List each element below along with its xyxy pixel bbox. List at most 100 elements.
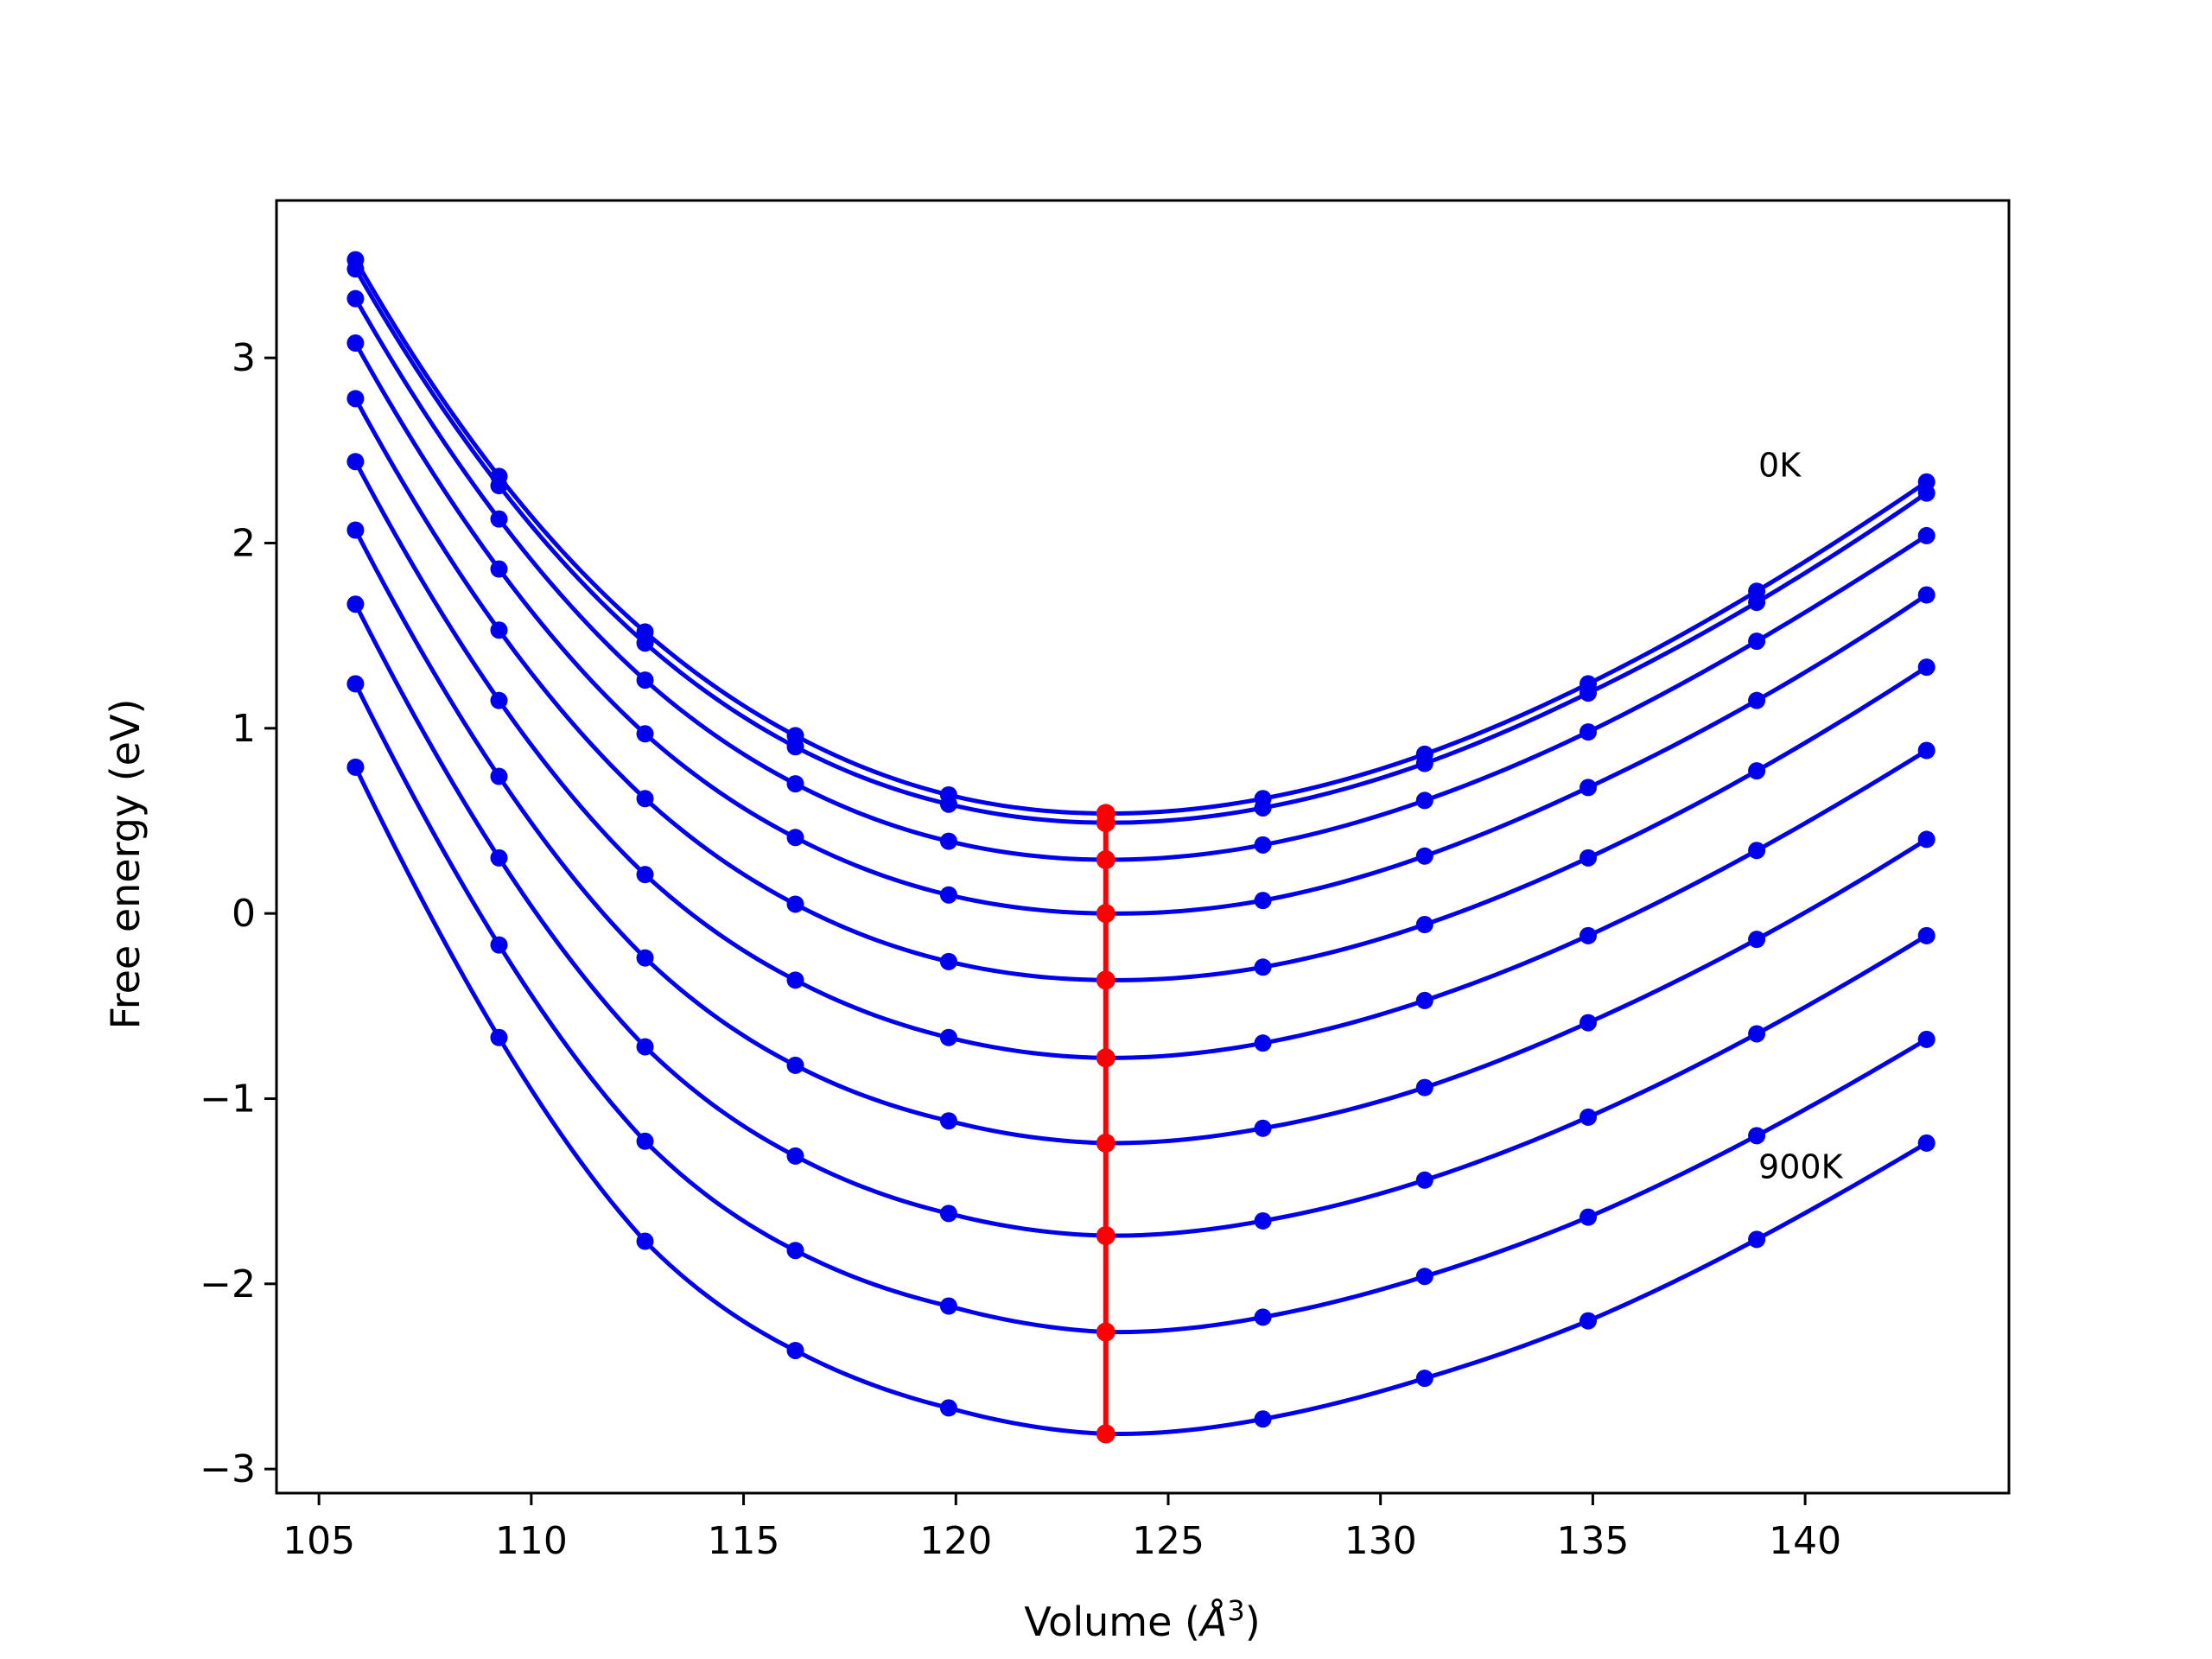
series-2-point-0 [346, 289, 365, 308]
series-1-line [353, 268, 1929, 825]
series-5-point-1 [490, 691, 508, 709]
series-4-point-0 [346, 390, 365, 408]
series-3-point-8 [1580, 779, 1598, 797]
series-2-point-8 [1580, 723, 1598, 741]
series-6-point-7 [1415, 1078, 1433, 1096]
series-8-point-1 [490, 936, 508, 954]
series-7-point-10 [1917, 926, 1936, 944]
series-4-point-6 [1254, 958, 1272, 976]
x-tick-label-135: 135 [1556, 1519, 1629, 1563]
equilibrium-point-1 [1096, 813, 1116, 833]
series-2-point-2 [636, 671, 654, 690]
series-1-point-2 [636, 634, 654, 652]
curve-annotations: 0K 900K [1758, 446, 1844, 1185]
series-8-point-10 [1917, 1030, 1936, 1048]
series-9-point-10 [1917, 1134, 1936, 1152]
series-8-point-8 [1580, 1208, 1598, 1226]
series-7-point-6 [1254, 1211, 1272, 1230]
annotation-0k: 0K [1758, 446, 1802, 484]
x-axis-label: Volume (Å3) [1024, 1594, 1260, 1645]
series-7-point-2 [636, 1038, 654, 1056]
series-4-point-7 [1415, 916, 1433, 934]
x-tick-label-110: 110 [495, 1519, 568, 1563]
series-8-point-4 [939, 1297, 957, 1315]
series-7-point-1 [490, 849, 508, 867]
x-tick-label-120: 120 [919, 1519, 992, 1563]
series-4-point-8 [1580, 849, 1598, 867]
series-1-point-10 [1917, 484, 1936, 502]
axis-ticks: 105 110 115 120 125 130 135 140 −3 −2 −1 0 1 2 3 [200, 336, 1841, 1563]
series-2-line [353, 297, 1929, 862]
series-6-point-8 [1580, 1014, 1598, 1032]
series-6-point-0 [346, 521, 365, 539]
series-2-point-7 [1415, 791, 1433, 810]
y-axis-label: Free energy (eV) [102, 699, 149, 1030]
series-1-point-7 [1415, 754, 1433, 772]
series-6-point-3 [786, 1056, 804, 1074]
series-7-point-7 [1415, 1171, 1433, 1189]
series-9-point-1 [490, 1028, 508, 1046]
series-1-point-8 [1580, 684, 1598, 702]
y-tick-label--2: −2 [200, 1262, 256, 1306]
series-9-point-9 [1748, 1230, 1766, 1249]
series-3-point-2 [636, 725, 654, 743]
equilibrium-point-2 [1096, 850, 1116, 870]
series-7-point-4 [939, 1205, 957, 1223]
series-9-point-6 [1254, 1410, 1272, 1428]
series-1-point-6 [1254, 798, 1272, 817]
series-6-line [353, 529, 1928, 1146]
equilibrium-point-3 [1096, 904, 1116, 924]
x-tick-label-125: 125 [1132, 1519, 1205, 1563]
series-6-point-2 [636, 949, 654, 967]
series-3-point-0 [346, 334, 365, 353]
series-3-point-4 [939, 886, 957, 904]
series-2-point-10 [1917, 526, 1936, 544]
series-3-point-7 [1415, 847, 1433, 865]
series-0-line [353, 258, 1929, 816]
series-7-line [353, 603, 1928, 1238]
equilibrium-point-7 [1096, 1226, 1116, 1246]
y-tick-label-0: 0 [232, 892, 256, 936]
x-tick-label-140: 140 [1769, 1519, 1841, 1563]
series-1-point-3 [786, 738, 804, 756]
x-tick-label-105: 105 [283, 1519, 355, 1563]
series-8-point-0 [346, 675, 365, 693]
series-7-point-3 [786, 1147, 804, 1165]
series-6-point-1 [490, 767, 508, 785]
series-8-point-9 [1748, 1127, 1766, 1145]
y-tick-label-3: 3 [232, 336, 256, 380]
series-8-point-7 [1415, 1268, 1433, 1286]
series-4-point-4 [939, 952, 957, 970]
series-5-point-8 [1580, 926, 1598, 944]
series-2-point-4 [939, 832, 957, 850]
series-4-point-1 [490, 621, 508, 639]
x-axis-label-text: Volume ( [1024, 1599, 1200, 1645]
series-5-point-10 [1917, 741, 1936, 760]
equilibrium-point-4 [1096, 970, 1116, 990]
series-8-point-3 [786, 1242, 804, 1260]
equilibrium-point-5 [1096, 1048, 1116, 1068]
series-9-point-4 [939, 1399, 957, 1417]
series-6-point-4 [939, 1112, 957, 1130]
annotation-900k: 900K [1758, 1148, 1844, 1186]
series-1-point-1 [490, 477, 508, 495]
y-tick-label-1: 1 [232, 707, 256, 751]
series-6-point-9 [1748, 931, 1766, 949]
series-5-point-0 [346, 453, 365, 471]
series-7-point-9 [1748, 1025, 1766, 1043]
series-7-point-8 [1580, 1108, 1598, 1126]
series-1-point-9 [1748, 594, 1766, 612]
series-3-point-6 [1254, 892, 1272, 910]
x-axis-label-close: ) [1245, 1599, 1261, 1645]
series-3-line [353, 341, 1929, 916]
series-3-point-3 [786, 829, 804, 847]
plot-area [346, 251, 1936, 1444]
y-tick-label-2: 2 [232, 522, 256, 566]
series-4-point-9 [1748, 762, 1766, 780]
series-5-point-7 [1415, 991, 1433, 1009]
series-9-line [353, 766, 1928, 1437]
x-tick-label-130: 130 [1344, 1519, 1417, 1563]
series-3-point-10 [1917, 586, 1936, 604]
series-4-point-2 [636, 790, 654, 808]
series-7-point-0 [346, 595, 365, 613]
